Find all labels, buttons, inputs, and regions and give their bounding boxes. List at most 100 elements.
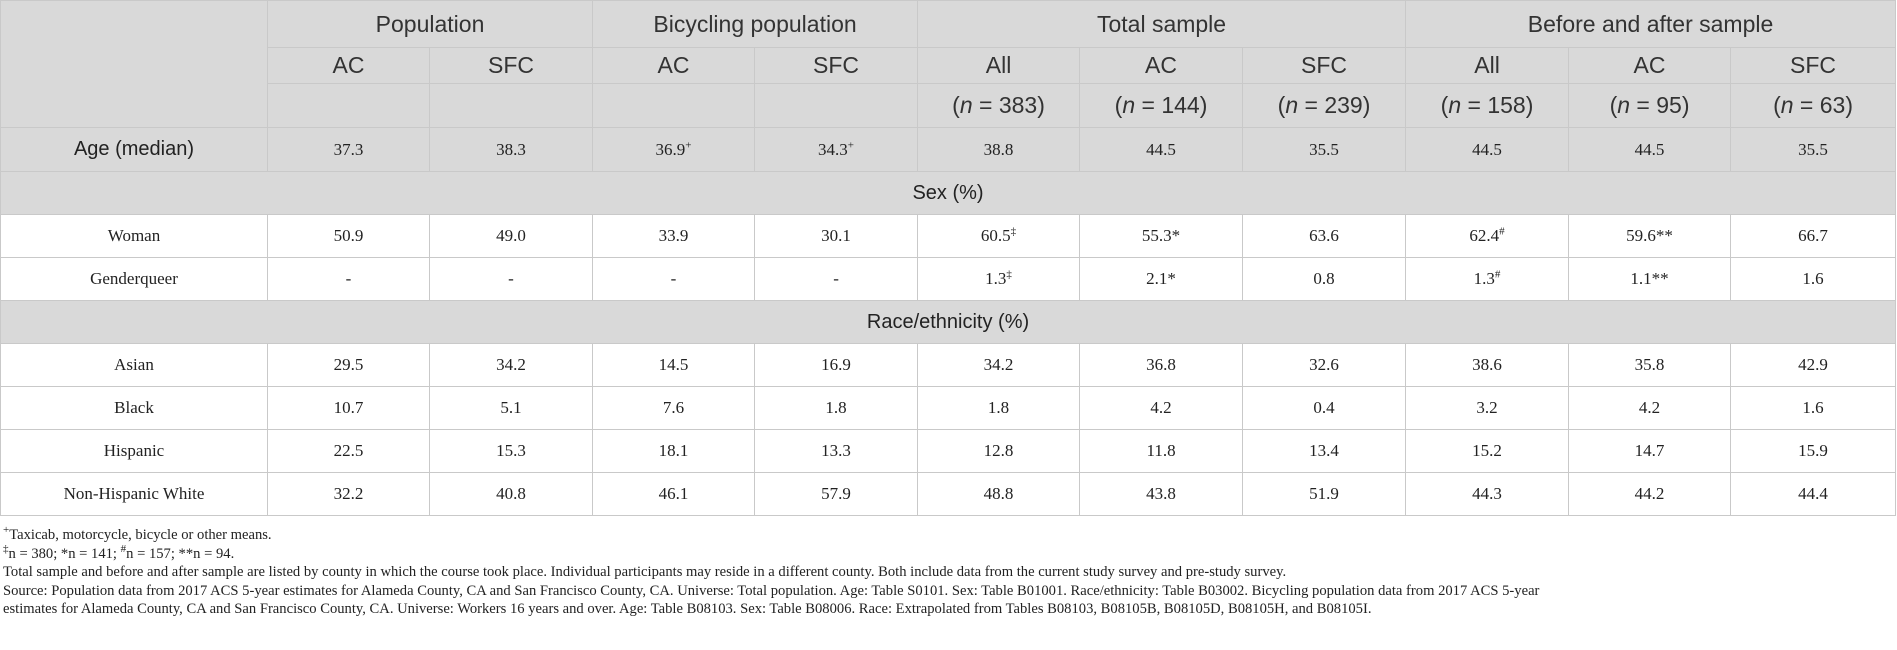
subheader-cell: AC	[1080, 48, 1243, 84]
footnote-3: Total sample and before and after sample…	[3, 563, 1539, 582]
table-cell: 32.2	[268, 473, 430, 516]
row-label: Non-Hispanic White	[1, 473, 268, 516]
table-cell: 43.8	[1080, 473, 1243, 516]
table-cell: 35.5	[1731, 128, 1896, 172]
header-sub-row: AC SFC AC SFC All AC SFC All AC SFC	[1, 48, 1896, 84]
table-cell: 44.4	[1731, 473, 1896, 516]
table-row: Woman 50.9 49.0 33.9 30.1 60.5‡ 55.3* 63.6 62.4#…	[1, 215, 1896, 258]
table-cell: 1.3#	[1406, 258, 1569, 301]
table-cell: 1.8	[918, 387, 1080, 430]
subheader-cell: AC	[268, 48, 430, 84]
table-cell: 63.6	[1243, 215, 1406, 258]
table-cell: 44.2	[1569, 473, 1731, 516]
row-label: Woman	[1, 215, 268, 258]
table-row: Non-Hispanic White 32.2 40.8 46.1 57.9 48.8 43…	[1, 473, 1896, 516]
table-cell: 59.6**	[1569, 215, 1731, 258]
row-label: Genderqueer	[1, 258, 268, 301]
footnote-source: Source: Population data from 2017 ACS 5-…	[3, 582, 1539, 601]
table-cell: 22.5	[268, 430, 430, 473]
table-cell: 10.7	[268, 387, 430, 430]
table-cell: 62.4#	[1406, 215, 1569, 258]
table-cell: 42.9	[1731, 344, 1896, 387]
table-cell: 48.8	[918, 473, 1080, 516]
sex-rows: Woman 50.9 49.0 33.9 30.1 60.5‡ 55.3* 63.6 62.4#…	[1, 215, 1896, 301]
table-cell: 34.2	[918, 344, 1080, 387]
table-cell: 57.9	[755, 473, 918, 516]
table-cell: 35.5	[1243, 128, 1406, 172]
table-cell: -	[593, 258, 755, 301]
table-row: Asian 29.5 34.2 14.5 16.9 34.2 36.8 32.6 38.6 35.…	[1, 344, 1896, 387]
table-cell: 49.0	[430, 215, 593, 258]
n-cell	[430, 84, 593, 128]
table-cell: 66.7	[1731, 215, 1896, 258]
row-label: Age (median)	[1, 128, 268, 172]
table-cell: 35.8	[1569, 344, 1731, 387]
table-cell: 15.3	[430, 430, 593, 473]
table-cell: 44.5	[1406, 128, 1569, 172]
subheader-cell: AC	[593, 48, 755, 84]
table-cell: 51.9	[1243, 473, 1406, 516]
table-cell: 13.3	[755, 430, 918, 473]
age-row: Age (median) 37.3 38.3 36.9+ 34.3+ 38.8 …	[1, 128, 1896, 172]
table-cell: 44.5	[1569, 128, 1731, 172]
table-cell: 18.1	[593, 430, 755, 473]
table-cell: 38.8	[918, 128, 1080, 172]
table-cell: -	[755, 258, 918, 301]
table-cell: 4.2	[1569, 387, 1731, 430]
table-row: Black 10.7 5.1 7.6 1.8 1.8 4.2 0.4 3.2 4.2 1.6	[1, 387, 1896, 430]
table-cell: 4.2	[1080, 387, 1243, 430]
group-header-bicycling-population: Bicycling population	[593, 1, 918, 48]
table-cell: 1.6	[1731, 258, 1896, 301]
table-cell: -	[430, 258, 593, 301]
n-cell: (n = 144)	[1080, 84, 1243, 128]
n-cell	[593, 84, 755, 128]
subheader-cell: SFC	[755, 48, 918, 84]
table-cell: 3.2	[1406, 387, 1569, 430]
header-corner	[1, 1, 268, 128]
table-cell: 34.2	[430, 344, 593, 387]
header-n-row: (n = 383) (n = 144) (n = 239) (n = 158) …	[1, 84, 1896, 128]
group-header-before-after-sample: Before and after sample	[1406, 1, 1896, 48]
table-cell: 0.8	[1243, 258, 1406, 301]
n-cell: (n = 95)	[1569, 84, 1731, 128]
subheader-cell: AC	[1569, 48, 1731, 84]
row-label: Black	[1, 387, 268, 430]
table-cell: 13.4	[1243, 430, 1406, 473]
subheader-cell: All	[918, 48, 1080, 84]
section-row-race: Race/ethnicity (%)	[1, 301, 1896, 344]
table-row: Genderqueer - - - -1.3‡ 2.1* 0.8 1.3# 1.1** 1.6	[1, 258, 1896, 301]
subheader-cell: SFC	[1243, 48, 1406, 84]
table-cell: 34.3+	[755, 128, 918, 172]
group-header-total-sample: Total sample	[918, 1, 1406, 48]
row-label: Asian	[1, 344, 268, 387]
table-cell: 55.3*	[1080, 215, 1243, 258]
section-label: Race/ethnicity (%)	[1, 301, 1896, 344]
table-cell: 38.3	[430, 128, 593, 172]
group-header-population: Population	[268, 1, 593, 48]
table-cell: 5.1	[430, 387, 593, 430]
table-cell: 2.1*	[1080, 258, 1243, 301]
table-cell: 7.6	[593, 387, 755, 430]
table-cell: 30.1	[755, 215, 918, 258]
table-cell: 33.9	[593, 215, 755, 258]
n-cell: (n = 158)	[1406, 84, 1569, 128]
n-cell	[268, 84, 430, 128]
row-label: Hispanic	[1, 430, 268, 473]
table-cell: 12.8	[918, 430, 1080, 473]
section-row-sex: Sex (%)	[1, 172, 1896, 215]
table-cell: 1.8	[755, 387, 918, 430]
table-cell: 16.9	[755, 344, 918, 387]
table-cell: 1.6	[1731, 387, 1896, 430]
table-cell: 29.5	[268, 344, 430, 387]
n-cell	[755, 84, 918, 128]
table-cell: 50.9	[268, 215, 430, 258]
table-cell: 1.3‡	[918, 258, 1080, 301]
n-cell: (n = 239)	[1243, 84, 1406, 128]
subheader-cell: All	[1406, 48, 1569, 84]
footnote-1: +Taxicab, motorcycle, bicycle or other m…	[3, 526, 1539, 545]
table-cell: 40.8	[430, 473, 593, 516]
header-group-row: Population Bicycling population Total sa…	[1, 1, 1896, 48]
table-cell: 11.8	[1080, 430, 1243, 473]
table-cell: 36.8	[1080, 344, 1243, 387]
subheader-cell: SFC	[430, 48, 593, 84]
